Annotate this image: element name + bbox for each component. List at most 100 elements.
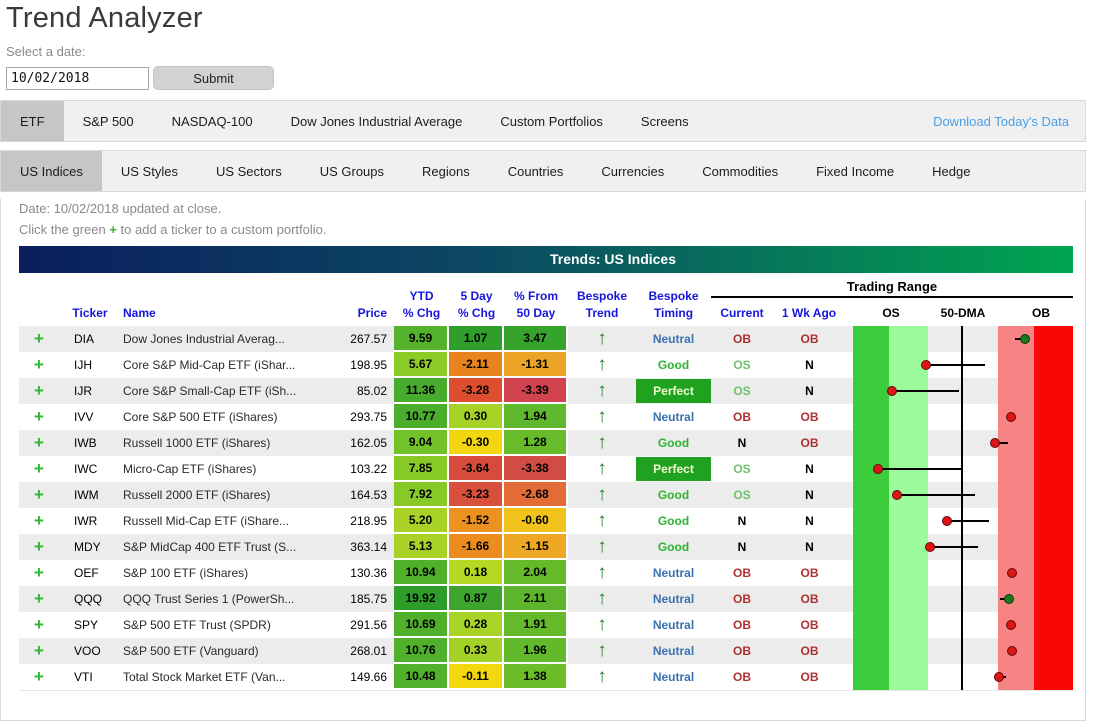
up-arrow-icon: ↑ xyxy=(597,328,607,349)
up-arrow-icon: ↑ xyxy=(597,458,607,479)
plus-icon: + xyxy=(109,222,117,237)
trading-range-chart-cell xyxy=(846,456,1073,482)
add-ticker-button[interactable]: + xyxy=(34,563,44,582)
header-1wk-ago: 1 Wk Ago xyxy=(781,306,837,320)
submit-button[interactable]: Submit xyxy=(153,66,274,90)
5day-chg-cell: -3.23 xyxy=(449,482,504,508)
trend-cell: ↑ xyxy=(568,352,636,378)
add-ticker-button[interactable]: + xyxy=(34,433,44,452)
add-ticker-button[interactable]: + xyxy=(34,329,44,348)
add-ticker-button[interactable]: + xyxy=(34,589,44,608)
os-light-band xyxy=(889,664,928,690)
1wk-ago-range-cell: OB xyxy=(800,566,819,580)
price-cell: 149.66 xyxy=(350,670,387,684)
ob-band xyxy=(1034,352,1073,378)
ticker-cell: VOO xyxy=(74,644,101,658)
os-band xyxy=(853,586,889,612)
subtab-us-sectors[interactable]: US Sectors xyxy=(215,163,282,179)
subtab-fixed-income[interactable]: Fixed Income xyxy=(816,163,895,179)
current-range-cell: OB xyxy=(733,566,751,580)
current-range-cell: OS xyxy=(733,462,751,476)
add-ticker-button[interactable]: + xyxy=(34,485,44,504)
up-arrow-icon: ↑ xyxy=(597,432,607,453)
timing-cell: Perfect xyxy=(636,378,711,404)
pct-from-50day-cell: 1.96 xyxy=(504,638,568,664)
up-arrow-icon: ↑ xyxy=(597,406,607,427)
price-position-dot xyxy=(1007,568,1017,578)
1wk-ago-range-cell: OB xyxy=(800,410,819,424)
ob-band xyxy=(1034,430,1073,456)
trend-cell: ↑ xyxy=(568,404,636,430)
download-todays-data-link[interactable]: Download Today's Data xyxy=(933,113,1069,129)
add-ticker-button[interactable]: + xyxy=(34,667,44,686)
week-change-tail xyxy=(926,364,985,366)
timing-cell: Neutral xyxy=(636,638,711,664)
trading-range-label: Trading Range xyxy=(846,279,938,294)
ytd-chg-cell: 10.77 xyxy=(394,404,449,430)
timing-cell: Perfect xyxy=(636,456,711,482)
date-input[interactable] xyxy=(6,66,149,90)
add-ticker-button[interactable]: + xyxy=(34,459,44,478)
header-ticker: Ticker xyxy=(72,306,108,320)
ticker-cell: MDY xyxy=(74,540,101,554)
add-ticker-button[interactable]: + xyxy=(34,615,44,634)
ob-light-band xyxy=(998,404,1034,430)
1wk-ago-range-cell: OB xyxy=(800,592,819,606)
trading-range-chart-cell xyxy=(846,638,1073,664)
timing-cell: Neutral xyxy=(636,560,711,586)
pct-from-50day-cell: 1.38 xyxy=(504,664,568,690)
timing-badge: Neutral xyxy=(652,618,695,632)
trading-range-chart-cell xyxy=(846,378,1073,404)
trading-range-chart-cell xyxy=(846,508,1073,534)
subtab-us-groups[interactable]: US Groups xyxy=(319,163,385,179)
name-cell: Russell 1000 ETF (iShares) xyxy=(123,436,271,450)
subtab-commodities[interactable]: Commodities xyxy=(702,163,779,179)
tab-custom-portfolios[interactable]: Custom Portfolios xyxy=(500,113,603,129)
header-50dma: 50-DMA xyxy=(940,306,986,320)
subtab-us-indices[interactable]: US Indices xyxy=(1,151,102,191)
add-ticker-button[interactable]: + xyxy=(34,407,44,426)
timing-badge: Neutral xyxy=(652,644,695,658)
5day-chg-cell: -3.28 xyxy=(449,378,504,404)
tab-nasdaq-100[interactable]: NASDAQ-100 xyxy=(171,113,253,129)
ytd-chg-cell: 19.92 xyxy=(394,586,449,612)
add-ticker-button[interactable]: + xyxy=(34,511,44,530)
timing-cell: Neutral xyxy=(636,326,711,352)
ytd-chg-cell: 7.85 xyxy=(394,456,449,482)
up-arrow-icon: ↑ xyxy=(597,380,607,401)
trading-range-chart-cell xyxy=(846,404,1073,430)
add-ticker-button[interactable]: + xyxy=(34,641,44,660)
subtab-regions[interactable]: Regions xyxy=(422,163,470,179)
tab-s-p-500[interactable]: S&P 500 xyxy=(82,113,134,129)
name-cell: S&P MidCap 400 ETF Trust (S... xyxy=(123,540,297,554)
price-position-dot xyxy=(1004,594,1014,604)
price-position-dot xyxy=(1007,646,1017,656)
trend-cell: ↑ xyxy=(568,612,636,638)
ob-light-band xyxy=(998,456,1034,482)
tab-etf[interactable]: ETF xyxy=(1,101,64,141)
pct-from-50day-cell: -3.39 xyxy=(504,378,568,404)
name-cell: QQQ Trust Series 1 (PowerSh... xyxy=(123,592,295,606)
header-price: Price xyxy=(357,306,387,320)
add-ticker-button[interactable]: + xyxy=(34,355,44,374)
timing-badge: Perfect xyxy=(636,457,711,481)
week-change-tail xyxy=(878,468,961,470)
subtab-hedge[interactable]: Hedge xyxy=(932,163,971,179)
subtab-currencies[interactable]: Currencies xyxy=(601,163,665,179)
header-ob: OB xyxy=(1032,306,1050,320)
50dma-line xyxy=(961,404,963,430)
ytd-chg-cell: 5.13 xyxy=(394,534,449,560)
tab-dow-jones-industrial-average[interactable]: Dow Jones Industrial Average xyxy=(290,113,463,129)
subtab-us-styles[interactable]: US Styles xyxy=(120,163,178,179)
trading-range-chart-cell xyxy=(846,664,1073,690)
add-ticker-button[interactable]: + xyxy=(34,537,44,556)
price-cell: 291.56 xyxy=(350,618,387,632)
os-light-band xyxy=(889,404,928,430)
5day-chg-cell: -0.11 xyxy=(449,664,504,690)
subtab-countries[interactable]: Countries xyxy=(507,163,564,179)
click-hint-suffix: to add a ticker to a custom portfolio. xyxy=(116,222,327,237)
add-ticker-button[interactable]: + xyxy=(34,381,44,400)
ob-band xyxy=(1034,664,1073,690)
page-header: Trend Analyzer Select a date: Submit xyxy=(0,0,1093,90)
tab-screens[interactable]: Screens xyxy=(640,113,689,129)
